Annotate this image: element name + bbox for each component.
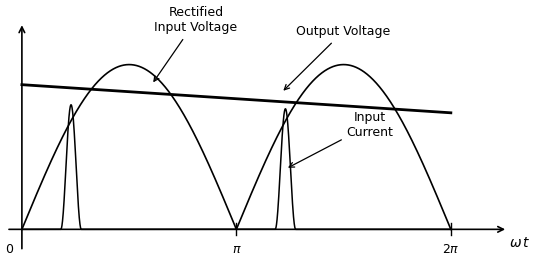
Text: $\omega\,t$: $\omega\,t$ <box>509 236 531 250</box>
Text: $\pi$: $\pi$ <box>232 243 241 256</box>
Text: Input
Current: Input Current <box>289 111 393 167</box>
Text: $2\pi$: $2\pi$ <box>442 243 460 256</box>
Text: Rectified
Input Voltage: Rectified Input Voltage <box>154 7 237 81</box>
Text: Output Voltage: Output Voltage <box>284 25 390 90</box>
Text: $0$: $0$ <box>5 243 14 256</box>
